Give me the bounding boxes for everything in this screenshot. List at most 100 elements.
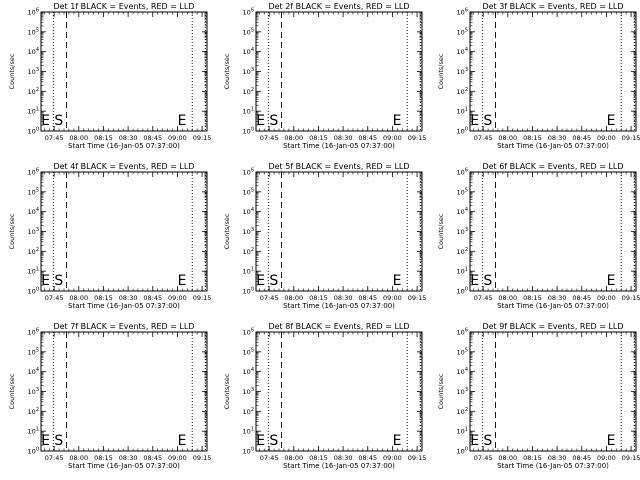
x-tick-label: 09:00 xyxy=(383,134,402,142)
y-tick-label: 104 xyxy=(457,207,468,216)
x-axis-label: Start Time (16-Jan-05 07:37:00) xyxy=(497,462,609,470)
x-tick-label: 09:00 xyxy=(168,454,187,462)
x-tick-label: 08:00 xyxy=(69,454,88,462)
y-tick-label: 102 xyxy=(243,87,254,96)
y-tick-exponent: 0 xyxy=(465,287,468,293)
y-tick-exponent: 6 xyxy=(251,8,254,14)
y-tick-label: 103 xyxy=(457,387,468,396)
y-tick-exponent: 6 xyxy=(465,328,468,334)
y-tick-label: 103 xyxy=(243,387,254,396)
y-tick-label: 106 xyxy=(28,328,39,337)
y-tick-label: 100 xyxy=(457,127,468,136)
y-tick-label: 101 xyxy=(28,107,39,116)
y-axis-label: Counts/sec xyxy=(8,213,16,249)
marker-E: E xyxy=(178,113,187,129)
panel-title: Det 9f BLACK = Events, RED = LLD xyxy=(482,322,623,331)
y-axis-label: Counts/sec xyxy=(437,213,445,249)
x-tick-label: 08:00 xyxy=(69,134,88,142)
x-tick-label: 08:45 xyxy=(143,294,162,302)
marker-S: S xyxy=(269,273,278,289)
x-tick-label: 08:00 xyxy=(284,294,303,302)
y-tick-label: 106 xyxy=(243,328,254,337)
y-tick-label: 103 xyxy=(243,67,254,76)
detector-panel-9: Det 9f BLACK = Events, RED = LLD10010110… xyxy=(437,322,640,470)
y-tick-label: 100 xyxy=(457,447,468,456)
y-tick-exponent: 1 xyxy=(251,267,254,273)
y-tick-label: 100 xyxy=(243,287,254,296)
x-tick-label: 07:45 xyxy=(45,454,64,462)
x-tick-label: 07:45 xyxy=(260,294,279,302)
x-tick-label: 08:30 xyxy=(548,134,567,142)
y-tick-exponent: 5 xyxy=(465,347,468,353)
y-tick-exponent: 2 xyxy=(251,87,254,93)
y-tick-exponent: 5 xyxy=(465,27,468,33)
y-tick-exponent: 3 xyxy=(36,387,39,393)
y-tick-exponent: 0 xyxy=(465,447,468,453)
y-tick-label: 103 xyxy=(28,67,39,76)
x-axis-label: Start Time (16-Jan-05 07:37:00) xyxy=(283,142,395,150)
y-tick-label: 100 xyxy=(28,127,39,136)
y-tick-label: 102 xyxy=(243,407,254,416)
marker-E: E xyxy=(393,433,402,449)
y-tick-exponent: 5 xyxy=(251,187,254,193)
y-tick-label: 105 xyxy=(243,27,254,36)
y-tick-label: 102 xyxy=(457,87,468,96)
x-tick-label: 09:00 xyxy=(168,294,187,302)
x-tick-label: 07:45 xyxy=(45,294,64,302)
y-tick-label: 103 xyxy=(243,227,254,236)
marker-E: E xyxy=(256,433,265,449)
x-tick-label: 09:15 xyxy=(622,454,640,462)
y-tick-exponent: 0 xyxy=(36,447,39,453)
y-axis-label: Counts/sec xyxy=(437,373,445,409)
y-tick-exponent: 3 xyxy=(465,387,468,393)
y-tick-exponent: 6 xyxy=(251,168,254,174)
x-tick-label: 07:45 xyxy=(474,454,493,462)
y-tick-label: 105 xyxy=(243,187,254,196)
y-tick-label: 103 xyxy=(457,67,468,76)
y-tick-label: 102 xyxy=(457,247,468,256)
panel-title: Det 7f BLACK = Events, RED = LLD xyxy=(53,322,194,331)
y-tick-exponent: 5 xyxy=(251,347,254,353)
y-tick-label: 104 xyxy=(243,367,254,376)
y-tick-exponent: 3 xyxy=(251,387,254,393)
y-tick-exponent: 3 xyxy=(251,227,254,233)
detector-panel-3: Det 3f BLACK = Events, RED = LLD10010110… xyxy=(437,2,640,150)
y-tick-label: 102 xyxy=(28,247,39,256)
x-tick-label: 09:00 xyxy=(597,294,616,302)
y-tick-label: 102 xyxy=(243,247,254,256)
y-tick-exponent: 1 xyxy=(465,427,468,433)
x-axis-label: Start Time (16-Jan-05 07:37:00) xyxy=(283,302,395,310)
x-tick-label: 08:45 xyxy=(572,454,591,462)
y-tick-exponent: 0 xyxy=(36,127,39,133)
x-tick-label: 08:45 xyxy=(358,454,377,462)
x-tick-label: 08:00 xyxy=(498,454,517,462)
marker-E: E xyxy=(41,273,50,289)
y-tick-exponent: 2 xyxy=(36,87,39,93)
y-tick-exponent: 4 xyxy=(36,367,39,373)
y-tick-label: 104 xyxy=(28,367,39,376)
x-tick-label: 09:15 xyxy=(193,294,212,302)
y-tick-label: 100 xyxy=(28,447,39,456)
y-tick-exponent: 3 xyxy=(465,227,468,233)
marker-E: E xyxy=(178,433,187,449)
y-tick-label: 104 xyxy=(457,47,468,56)
y-tick-label: 104 xyxy=(243,207,254,216)
panel-title: Det 5f BLACK = Events, RED = LLD xyxy=(268,162,409,171)
y-tick-exponent: 2 xyxy=(465,247,468,253)
x-tick-label: 08:30 xyxy=(548,294,567,302)
x-tick-label: 09:15 xyxy=(408,134,427,142)
y-tick-exponent: 4 xyxy=(465,207,468,213)
y-tick-label: 106 xyxy=(28,8,39,17)
x-tick-label: 08:45 xyxy=(143,134,162,142)
x-axis-label: Start Time (16-Jan-05 07:37:00) xyxy=(497,142,609,150)
x-tick-label: 08:30 xyxy=(119,134,138,142)
marker-E: E xyxy=(470,113,479,129)
y-tick-label: 101 xyxy=(243,107,254,116)
y-tick-exponent: 3 xyxy=(251,67,254,73)
x-tick-label: 09:15 xyxy=(408,454,427,462)
x-tick-label: 08:15 xyxy=(94,454,113,462)
y-tick-exponent: 4 xyxy=(251,47,254,53)
y-tick-label: 106 xyxy=(457,168,468,177)
marker-E: E xyxy=(41,113,50,129)
panel-title: Det 8f BLACK = Events, RED = LLD xyxy=(268,322,409,331)
